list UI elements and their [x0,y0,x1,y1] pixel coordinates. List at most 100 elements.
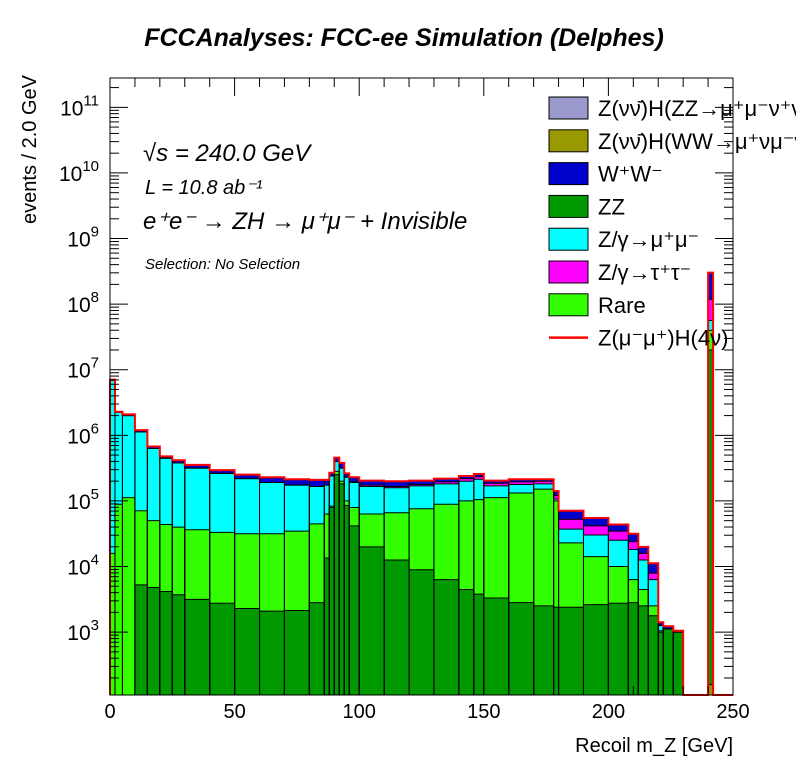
legend-label: W⁺W⁻ [598,162,663,187]
bar-rare [329,506,335,508]
y-tick-label: 103 [67,617,99,645]
axes: 0 50 100 150 200 2501031041051061071081091010… [59,77,750,723]
y-tick-base: 10 [67,229,90,252]
legend-label: Rare [598,293,646,318]
annotation-process: e⁺e⁻ → ZH → μ⁺μ⁻ + Invisible [143,208,467,235]
bar-z- [508,481,534,485]
bar-z- [344,477,350,501]
bar-z- [359,485,385,487]
bar-rare [134,510,148,585]
bar-rare [309,523,325,603]
bar-zz [384,559,410,695]
legend-item: ZZ [548,194,625,219]
bar-w-w- [638,546,649,554]
bar-w-w- [583,517,609,526]
y-tick-base: 10 [59,163,82,186]
bar-z- [122,415,135,498]
bar-zz [638,605,649,695]
bar-rare [708,330,714,351]
y-tick-exponent: 8 [91,289,99,306]
bar-z- [384,487,410,513]
bar-z- [309,486,325,524]
bar-w-w- [309,479,325,487]
bar-rare [473,499,484,595]
bar-zz [483,598,509,695]
bar-zz [172,594,185,695]
legend-swatch [548,227,589,251]
bar-rare [172,527,185,595]
bar-z- [329,475,335,507]
legend-label: Z(νν̄)H(ZZ→μ⁺μ⁻ν⁺ν⁻) [598,96,796,121]
bar-z- [324,485,330,515]
bar-rare [458,500,474,590]
bar-z- [658,625,664,631]
bar-zz [209,603,235,695]
y-axis-label: events / 2.0 GeV [19,74,41,224]
y-tick-label: 108 [67,289,99,317]
bar-w-w- [344,473,350,478]
bar-z- [638,553,649,560]
bar-rare [359,514,385,547]
bar-rare [409,508,434,570]
bar-rare [159,524,173,592]
y-tick-label: 106 [67,420,99,448]
bar-z- [433,483,459,505]
bar-w-w- [458,475,474,479]
y-tick-label: 105 [67,486,99,514]
bar-zz [344,505,350,695]
bar-z- [359,486,385,515]
bar-rare [648,605,659,616]
legend-swatch [548,293,589,317]
bar-zz [329,507,335,695]
bar-zz [558,607,584,695]
bar-w-w- [349,477,360,482]
bar-w-w- [608,524,629,532]
bar-z- [708,320,714,331]
bar-z- [558,519,584,530]
bar-w-w- [553,491,559,496]
bar-rare [122,497,135,695]
bar-z- [259,482,285,534]
bar-zz [433,579,459,695]
x-tick-label: 100 [343,701,376,723]
legend-swatch [548,260,589,284]
legend-swatch [548,162,589,186]
signal-line [109,271,733,696]
bar-z- [284,485,310,532]
bar-z- [409,484,434,486]
annotation-luminosity: L = 10.8 ab⁻¹ [145,177,263,199]
bar-z- [334,461,340,472]
bar-z- [433,481,459,484]
bar-z- [458,481,474,501]
bar-w-w- [473,474,484,477]
annotations: √s = 240.0 GeV L = 10.8 ab⁻¹ e⁺e⁻ → ZH →… [143,140,467,273]
bar-z- [648,573,659,580]
y-tick-base: 10 [67,360,90,383]
bar-z- [184,468,210,530]
bar-rare [608,566,629,604]
annotation-sqrt-s: √s = 240.0 GeV [143,140,312,167]
bar-w-w- [409,480,434,485]
legend-item: Z(νν̄)H(WW→μ⁺νμ⁻ν̄) [548,129,796,154]
bar-z- [638,559,649,590]
bar-rare [114,504,123,695]
bar-zz [673,632,684,695]
bar-w-w- [172,460,185,463]
bar-zz [553,607,559,695]
legend-label: Z/γ→μ⁺μ⁻ [598,227,699,252]
outline-zz [134,349,714,695]
bar-z- [648,579,659,606]
legend-label: Z(νν̄)H(WW→μ⁺νμ⁻ν̄) [598,129,796,154]
bar-zz [134,584,148,695]
x-axis-label: Recoil m_Z [GeV] [575,735,733,757]
y-tick-exponent: 10 [82,158,99,175]
bar-zz [234,608,260,695]
bar-zz [147,587,160,695]
bar-w-w- [663,626,674,629]
bar-w-w- [658,622,664,626]
y-tick-label: 104 [67,552,99,580]
bar-w-w- [259,477,285,483]
y-tick-label: 107 [67,355,99,383]
y-tick-exponent: 11 [83,92,99,109]
legend-swatch [548,96,589,120]
